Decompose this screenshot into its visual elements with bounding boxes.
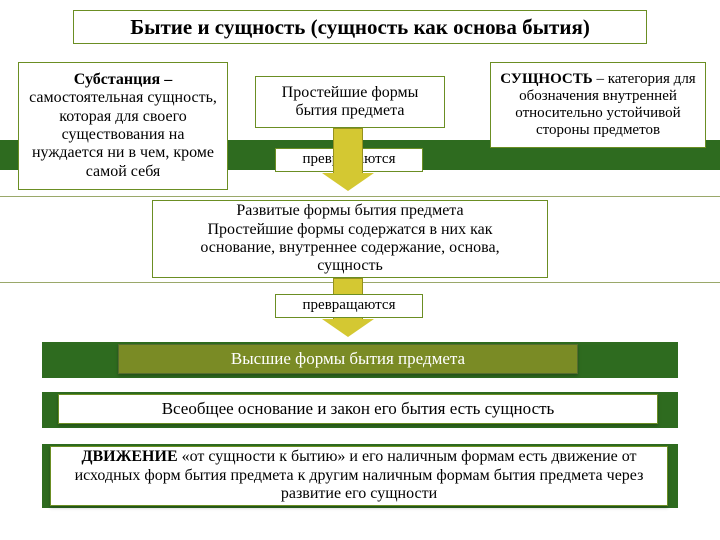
- arrow-1: [322, 128, 374, 191]
- universal-box: Всеобщее основание и закон его бытия ест…: [58, 394, 658, 424]
- substance-body: самостоятельная сущность, которая для св…: [27, 89, 219, 181]
- page-title: Бытие и сущность (сущность как основа бы…: [73, 10, 647, 44]
- movement-text: ДВИЖЕНИЕ «от сущности к бытию» и его нал…: [59, 448, 659, 503]
- rule-1: [0, 196, 720, 197]
- turns-into-2: превращаются: [275, 294, 423, 318]
- substance-box: Субстанция – самостоятельная сущность, к…: [18, 62, 228, 190]
- developed-forms-box: Развитые формы бытия предмета Простейшие…: [152, 200, 548, 278]
- essence-text: СУЩНОСТЬ – категория для обозначения вну…: [499, 71, 697, 140]
- essence-box: СУЩНОСТЬ – категория для обозначения вну…: [490, 62, 706, 148]
- higher-forms-box: Высшие формы бытия предмета: [118, 344, 578, 374]
- simple-forms-box: Простейшие формы бытия предмета: [255, 76, 445, 128]
- substance-heading: Субстанция –: [74, 71, 172, 89]
- movement-box: ДВИЖЕНИЕ «от сущности к бытию» и его нал…: [50, 446, 668, 506]
